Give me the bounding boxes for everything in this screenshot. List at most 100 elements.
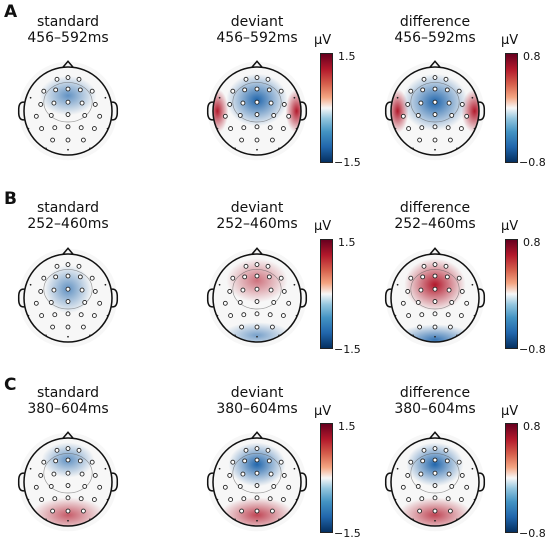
electrode-dot <box>394 314 397 317</box>
electrode-marker <box>65 273 71 279</box>
electrode-dot <box>89 518 91 521</box>
electrode-marker <box>41 88 47 94</box>
map-title-b-difference: difference 252–460ms <box>380 200 490 232</box>
electrode-marker <box>50 137 56 143</box>
electrode-marker <box>400 113 406 119</box>
electrode-dot <box>234 334 236 337</box>
electrode-marker <box>222 113 228 119</box>
panel-label-a: A <box>4 2 18 22</box>
electrode-marker <box>89 88 95 94</box>
topomap-a-standard <box>17 60 119 161</box>
electrode-marker <box>79 287 85 293</box>
electrode-dot <box>45 147 47 150</box>
colorbar-b-raw <box>320 239 333 349</box>
electrode-marker <box>418 100 424 106</box>
electrode-marker <box>89 459 95 465</box>
electrode-marker <box>254 273 260 279</box>
electrode-marker <box>408 459 414 465</box>
electrode-marker <box>432 286 438 292</box>
electrode-marker <box>39 497 45 503</box>
electrode-marker <box>41 275 47 281</box>
electrode-marker <box>65 137 71 143</box>
electrode-marker <box>92 101 98 107</box>
electrode-marker <box>91 497 97 503</box>
electrode-marker <box>51 100 57 106</box>
electrode-marker <box>239 137 245 143</box>
head-outline <box>23 66 113 156</box>
electrode-dot <box>473 314 476 317</box>
electrode-dot <box>216 314 219 317</box>
electrode-marker <box>48 483 54 489</box>
electrode-dot <box>89 334 91 337</box>
electrode-dot <box>295 314 298 317</box>
electrode-marker <box>418 287 424 293</box>
electrode-marker <box>432 457 438 463</box>
electrode-marker <box>38 101 44 107</box>
electrode-marker <box>420 87 426 93</box>
electrode-marker <box>78 125 84 131</box>
colorbar-min-label: −0.8 <box>519 527 546 540</box>
colorbar-max-label: 0.8 <box>523 50 541 63</box>
electrode-marker <box>432 324 438 330</box>
electrode-dot <box>218 467 221 470</box>
electrode-dot <box>293 467 296 470</box>
condition-label: standard <box>36 14 100 30</box>
map-title-b-deviant: deviant 252–460ms <box>202 200 312 232</box>
electrode-marker <box>267 496 273 502</box>
electrode-marker <box>432 508 438 514</box>
electrode-dot <box>67 148 69 151</box>
electrode-marker <box>419 312 425 318</box>
electrode-marker <box>420 458 426 464</box>
electrode-dot <box>29 96 32 99</box>
electrode-marker <box>254 299 260 304</box>
electrode-dot <box>45 334 47 337</box>
electrode-marker <box>65 299 71 304</box>
nose-outline <box>251 60 263 68</box>
colorbar-c-difference <box>505 423 518 533</box>
electrode-dot <box>473 498 476 501</box>
electrode-marker <box>432 299 438 304</box>
electrode-marker <box>227 472 233 478</box>
electrode-marker <box>50 508 56 514</box>
electrode-dot <box>396 467 399 470</box>
positive-region <box>213 89 229 133</box>
electrode-dot <box>293 96 296 99</box>
left-ear-outline <box>17 288 25 308</box>
nose-outline <box>429 431 441 439</box>
electrode-marker <box>41 459 47 465</box>
electrode-marker <box>241 496 247 502</box>
electrode-marker <box>80 324 86 330</box>
electrode-marker <box>271 112 277 118</box>
electrode-marker <box>417 324 423 330</box>
head-outline <box>23 437 113 527</box>
map-title-c-standard: standard 380–604ms <box>13 385 123 417</box>
electrode-marker <box>65 124 71 130</box>
contour-line <box>43 82 93 123</box>
electrode-marker <box>77 274 83 280</box>
condition-label: deviant <box>230 14 284 30</box>
electrode-marker <box>447 137 453 143</box>
electrode-marker <box>445 312 451 318</box>
electrode-marker <box>237 483 243 489</box>
electrode-dot <box>434 519 436 522</box>
electrode-dot <box>456 518 458 521</box>
electrode-marker <box>254 286 260 292</box>
electrode-marker <box>459 288 465 294</box>
electrode-marker <box>237 299 243 305</box>
electrode-dot <box>412 334 414 337</box>
electrode-dot <box>412 518 414 521</box>
right-ear-outline <box>111 288 119 308</box>
electrode-marker <box>254 446 260 451</box>
electrode-marker <box>65 495 71 501</box>
electrode-marker <box>267 125 273 131</box>
electrode-marker <box>400 300 406 306</box>
electrode-marker <box>443 263 449 269</box>
map-title-a-difference: difference 456–592ms <box>380 14 490 46</box>
electrode-marker <box>97 300 103 306</box>
left-ear-outline <box>384 101 392 121</box>
electrode-marker <box>237 112 243 118</box>
electrode-marker <box>230 459 236 465</box>
electrode-dot <box>471 467 474 470</box>
electrode-dot <box>471 283 474 286</box>
head-outline <box>212 437 302 527</box>
